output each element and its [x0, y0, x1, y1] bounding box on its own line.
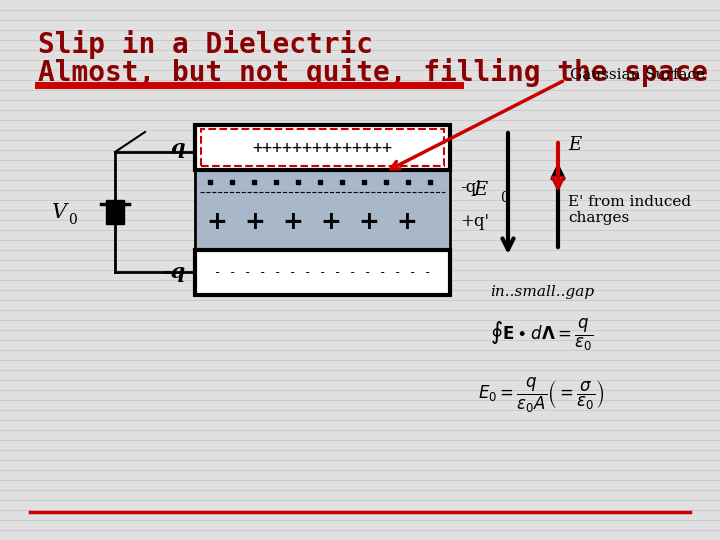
Text: +: +: [245, 210, 266, 234]
Text: in..small..gap: in..small..gap: [490, 285, 594, 299]
Text: $\oint \mathbf{E} \bullet d\mathbf{\Lambda} = \dfrac{q}{\varepsilon_0}$: $\oint \mathbf{E} \bullet d\mathbf{\Lamb…: [490, 317, 593, 353]
Text: $E_0 = \dfrac{q}{\varepsilon_0 A}\left(= \dfrac{\sigma}{\varepsilon_0}\right)$: $E_0 = \dfrac{q}{\varepsilon_0 A}\left(=…: [478, 375, 604, 415]
Bar: [195, 170, 450, 250]
Text: +: +: [320, 210, 341, 234]
Text: E: E: [474, 181, 488, 199]
Text: +: +: [207, 210, 228, 234]
Text: +q': +q': [460, 213, 489, 231]
Text: E' from induced
charges: E' from induced charges: [568, 195, 691, 225]
Text: - - - - - - - - - - - - - - -: - - - - - - - - - - - - - - -: [214, 266, 431, 279]
Bar: [195, 250, 450, 295]
Text: E: E: [568, 136, 581, 154]
Text: +: +: [359, 210, 379, 234]
Text: +: +: [282, 210, 303, 234]
Text: Slip in a Dielectric: Slip in a Dielectric: [38, 30, 373, 59]
Text: 0: 0: [500, 191, 509, 205]
Bar: [195, 125, 450, 170]
Text: 0: 0: [68, 213, 77, 227]
Text: Almost, but not quite, filling the space: Almost, but not quite, filling the space: [38, 58, 708, 87]
Text: +: +: [397, 210, 418, 234]
Text: V: V: [52, 202, 67, 221]
Bar: [106, 200, 124, 224]
Bar: [201, 129, 444, 166]
Text: -q: -q: [162, 262, 185, 282]
Text: -q': -q': [460, 179, 481, 197]
Text: q: q: [171, 138, 185, 158]
Text: Gaussian Surface: Gaussian Surface: [570, 68, 705, 82]
Text: ++++++++++++++: ++++++++++++++: [253, 138, 392, 157]
